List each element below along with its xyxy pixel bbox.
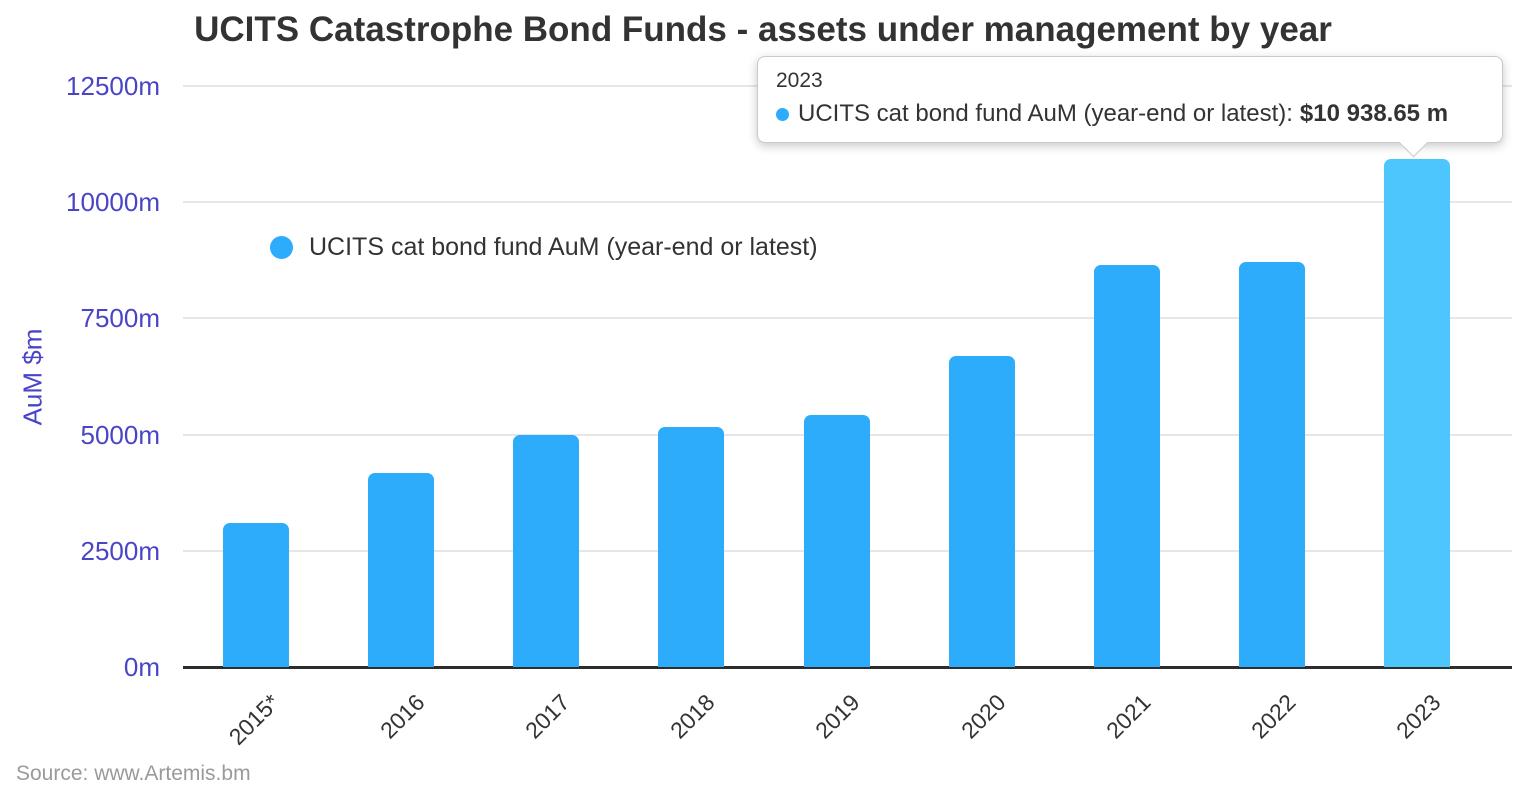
y-tick-label-7500m: 7500m [80,303,161,334]
x-tick-label-2016: 2016 [374,689,430,744]
y-tick-label-12500m: 12500m [66,71,160,101]
gridline-10000m [183,201,1512,204]
x-tick-label-2023: 2023 [1391,689,1446,744]
y-tick-label-10000m: 10000m [66,187,160,218]
x-tick-label-2017: 2017 [519,689,575,744]
tooltip-series-label: UCITS cat bond fund AuM (year-end or lat… [798,100,1293,127]
y-tick-label-2500m: 2500m [80,535,161,566]
gridline-7500m [183,317,1512,320]
bar-2023[interactable] [1384,158,1451,667]
tooltip-category: 2023 [776,69,823,92]
tooltip: 2023 UCITS cat bond fund AuM (year-end o… [757,56,1503,158]
bar-2021[interactable] [1093,264,1160,667]
x-tick-label-2020: 2020 [955,689,1011,744]
y-tick-label-0m: 0m [123,652,160,682]
bar-2017[interactable] [513,434,580,667]
page-title: UCITS Catastrophe Bond Funds - assets un… [194,10,1332,49]
x-tick-label-2019: 2019 [810,689,865,744]
legend-item[interactable]: UCITS cat bond fund AuM (year-end or lat… [270,233,818,262]
x-tick-label-2015: 2015* [223,689,285,750]
x-tick-label-2021: 2021 [1100,689,1156,744]
bar-2022[interactable] [1239,261,1306,667]
y-tick-label-5000m: 5000m [80,419,161,450]
source-credit: Source: www.Artemis.bm [16,762,251,785]
x-tick-label-2022: 2022 [1245,689,1301,744]
bar-2018[interactable] [658,427,725,667]
tooltip-series-row: UCITS cat bond fund AuM (year-end or lat… [776,100,1484,128]
x-axis-line [183,666,1512,669]
tooltip-value: $10 938.65 m [1299,100,1449,127]
legend-label: UCITS cat bond fund AuM (year-end or lat… [309,233,818,261]
x-tick-label-2018: 2018 [665,689,720,744]
bar-2019[interactable] [803,414,870,667]
bar-2016[interactable] [367,473,434,667]
tooltip-series-marker-icon [776,107,789,121]
bar-2015[interactable] [222,523,289,667]
legend-series-marker-icon [270,236,293,259]
bar-2020[interactable] [948,355,1015,667]
